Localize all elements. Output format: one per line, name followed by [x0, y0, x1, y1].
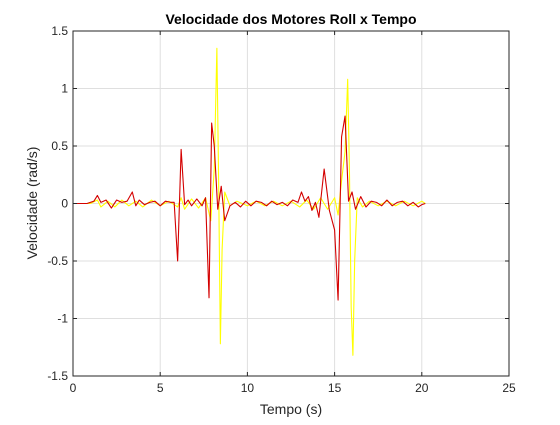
x-tick-label: 0	[70, 381, 77, 395]
x-tick-label: 15	[328, 381, 342, 395]
y-tick-label: 1.5	[51, 24, 68, 38]
x-tick-label: 10	[241, 381, 255, 395]
series-group	[73, 47, 426, 356]
y-tick-label: -1.5	[47, 369, 68, 383]
y-tick-label: -0.5	[47, 254, 68, 268]
chart-title: Velocidade dos Motores Roll x Tempo	[165, 11, 416, 27]
y-tick-label: 1	[61, 82, 68, 96]
x-tick-label: 5	[157, 381, 164, 395]
y-tick-label: 0	[61, 197, 68, 211]
y-tick-label: 0.5	[51, 139, 68, 153]
y-tick-label: -1	[57, 312, 68, 326]
y-axis-title: Velocidade (rad/s)	[24, 147, 40, 260]
x-tick-label: 20	[415, 381, 429, 395]
grid	[72, 30, 510, 377]
x-axis-title: Tempo (s)	[260, 401, 322, 417]
series-line-2	[73, 115, 426, 301]
x-tick-label: 25	[502, 381, 516, 395]
ticks: 0 5 10 15 20 25 -1.5 -1 -0.5 0 0.5 1 1.5	[47, 24, 516, 395]
